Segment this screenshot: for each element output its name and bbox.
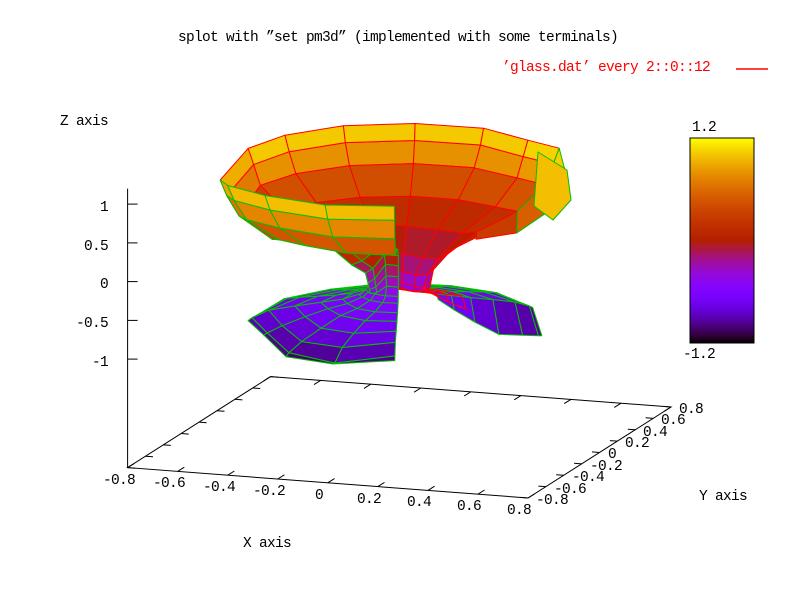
svg-text:0.5: 0.5: [84, 239, 108, 255]
svg-text:0: 0: [100, 277, 108, 293]
svg-text:0.6: 0.6: [457, 499, 481, 515]
svg-text:1: 1: [100, 200, 108, 216]
svg-text:0.8: 0.8: [679, 402, 703, 418]
svg-text:-0.8: -0.8: [536, 493, 568, 509]
svg-text:-0.2: -0.2: [253, 484, 285, 500]
svg-text:0.4: 0.4: [407, 495, 431, 511]
svg-text:0.8: 0.8: [507, 503, 531, 519]
svg-text:-0.2: -0.2: [590, 459, 622, 475]
svg-text:splot with ”set pm3d” (impleme: splot with ”set pm3d” (implemented with …: [178, 30, 618, 46]
svg-text:0.2: 0.2: [625, 436, 649, 452]
svg-text:1.2: 1.2: [692, 120, 716, 136]
svg-text:-0.6: -0.6: [554, 482, 586, 498]
svg-text:0: 0: [608, 447, 616, 463]
svg-text:-1: -1: [92, 355, 108, 371]
svg-text:X axis: X axis: [243, 536, 291, 552]
svg-text:-0.6: -0.6: [153, 476, 185, 492]
svg-text:-0.4: -0.4: [203, 480, 235, 496]
svg-text:Z axis: Z axis: [60, 114, 108, 130]
svg-text:0: 0: [315, 488, 323, 504]
svg-text:0.6: 0.6: [661, 413, 685, 429]
svg-text:0.2: 0.2: [357, 492, 381, 508]
svg-text:Y axis: Y axis: [699, 489, 747, 505]
svg-text:-1.2: -1.2: [683, 347, 715, 363]
svg-text:-0.5: -0.5: [76, 316, 108, 332]
svg-text:-0.8: -0.8: [103, 473, 135, 489]
svg-text:’glass.dat’ every 2::0::12: ’glass.dat’ every 2::0::12: [502, 60, 710, 76]
svg-text:-0.4: -0.4: [572, 470, 604, 486]
svg-text:0.4: 0.4: [643, 425, 667, 441]
